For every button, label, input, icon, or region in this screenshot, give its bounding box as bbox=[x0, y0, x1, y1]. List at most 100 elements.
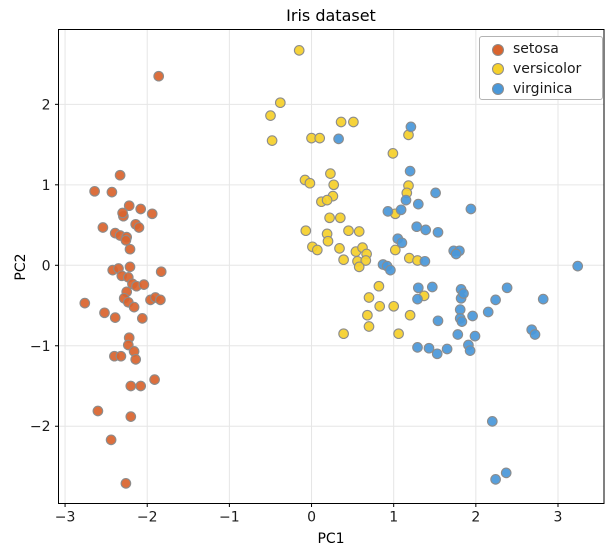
scatter-point-virginica bbox=[441, 343, 453, 355]
scatter-point-virginica bbox=[458, 288, 469, 299]
scatter-point-virginica bbox=[501, 282, 513, 294]
scatter-point-versicolor bbox=[373, 280, 385, 292]
x-tick-label: 2 bbox=[471, 510, 480, 526]
x-tick-label: 0 bbox=[307, 510, 316, 526]
scatter-point-virginica bbox=[464, 345, 476, 356]
scatter-point-versicolor bbox=[353, 261, 365, 273]
scatter-point-virginica bbox=[396, 237, 408, 249]
scatter-point-setosa bbox=[153, 70, 165, 82]
scatter-point-virginica bbox=[456, 316, 468, 327]
scatter-point-setosa bbox=[124, 261, 136, 273]
legend-item-versicolor: versicolor bbox=[492, 60, 602, 79]
scatter-point-virginica bbox=[469, 330, 481, 342]
scatter-point-virginica bbox=[490, 294, 501, 306]
scatter-point-setosa bbox=[123, 200, 135, 212]
x-axis-label: PC1 bbox=[317, 531, 345, 547]
legend-label-setosa: setosa bbox=[513, 41, 559, 58]
scatter-point-versicolor bbox=[393, 328, 404, 340]
x-tick-label: −1 bbox=[219, 510, 240, 526]
scatter-point-virginica bbox=[572, 260, 584, 272]
scatter-point-setosa bbox=[155, 266, 167, 278]
scatter-point-virginica bbox=[400, 194, 412, 206]
scatter-point-versicolor bbox=[334, 212, 346, 224]
scatter-point-setosa bbox=[133, 222, 145, 233]
scatter-point-setosa bbox=[114, 169, 126, 181]
scatter-point-virginica bbox=[490, 474, 501, 485]
scatter-point-versicolor bbox=[362, 309, 373, 321]
scatter-point-virginica bbox=[405, 121, 417, 133]
scatter-point-versicolor bbox=[300, 225, 312, 237]
scatter-point-versicolor bbox=[353, 226, 365, 237]
scatter-point-setosa bbox=[130, 354, 142, 365]
scatter-point-versicolor bbox=[325, 168, 336, 179]
scatter-point-setosa bbox=[125, 380, 137, 392]
scatter-point-setosa bbox=[124, 243, 136, 255]
setosa-marker-icon bbox=[492, 43, 504, 56]
legend: setosa versicolor virginica bbox=[479, 36, 603, 100]
scatter-point-versicolor bbox=[374, 300, 386, 312]
scatter-point-virginica bbox=[430, 187, 441, 199]
scatter-point-setosa bbox=[89, 185, 100, 197]
scatter-point-setosa bbox=[105, 434, 117, 446]
scatter-point-versicolor bbox=[338, 254, 349, 266]
y-tick-label: −2 bbox=[30, 419, 51, 435]
scatter-point-versicolor bbox=[348, 116, 359, 128]
scatter-point-virginica bbox=[382, 206, 394, 217]
scatter-point-versicolor bbox=[328, 179, 340, 191]
scatter-point-setosa bbox=[135, 380, 147, 392]
scatter-point-versicolor bbox=[387, 148, 399, 159]
legend-label-versicolor: versicolor bbox=[513, 60, 582, 77]
y-tick-label: 0 bbox=[42, 258, 51, 274]
scatter-point-versicolor bbox=[304, 177, 316, 189]
scatter-point-virginica bbox=[465, 203, 477, 215]
scatter-point-virginica bbox=[333, 133, 344, 145]
scatter-point-setosa bbox=[138, 279, 150, 290]
legend-item-setosa: setosa bbox=[492, 40, 602, 59]
scatter-point-setosa bbox=[99, 307, 110, 319]
scatter-point-virginica bbox=[419, 255, 431, 267]
scatter-point-setosa bbox=[97, 222, 109, 233]
scatter-point-versicolor bbox=[324, 212, 335, 224]
scatter-point-virginica bbox=[432, 226, 444, 238]
scatter-point-virginica bbox=[412, 198, 424, 210]
scatter-point-versicolor bbox=[389, 244, 401, 256]
scatter-point-virginica bbox=[529, 329, 541, 340]
scatter-point-versicolor bbox=[311, 244, 323, 256]
scatter-point-setosa bbox=[135, 203, 147, 215]
scatter-point-virginica bbox=[500, 467, 512, 479]
y-tick-label: −1 bbox=[30, 339, 51, 355]
scatter-point-virginica bbox=[486, 416, 498, 427]
scatter-point-versicolor bbox=[266, 135, 278, 146]
scatter-point-setosa bbox=[128, 301, 140, 313]
scatter-point-versicolor bbox=[363, 321, 375, 332]
x-tick-label: 3 bbox=[554, 510, 563, 526]
scatter-point-setosa bbox=[117, 207, 128, 219]
scatter-point-versicolor bbox=[343, 225, 354, 237]
scatter-point-setosa bbox=[155, 294, 166, 306]
scatter-point-virginica bbox=[537, 293, 549, 305]
scatter-point-versicolor bbox=[265, 110, 276, 121]
x-tick-label: −3 bbox=[55, 510, 76, 526]
virginica-marker-icon bbox=[492, 83, 504, 96]
scatter-point-versicolor bbox=[360, 255, 372, 266]
scatter-point-virginica bbox=[482, 306, 494, 318]
scatter-point-virginica bbox=[426, 281, 438, 293]
scatter-point-versicolor bbox=[338, 328, 349, 340]
y-tick-label: 1 bbox=[42, 178, 51, 194]
scatter-point-versicolor bbox=[388, 300, 400, 312]
scatter-point-virginica bbox=[450, 248, 462, 260]
scatter-point-versicolor bbox=[404, 309, 416, 321]
scatter-point-setosa bbox=[115, 350, 127, 362]
scatter-point-setosa bbox=[125, 411, 137, 422]
versicolor-marker-icon bbox=[492, 63, 504, 76]
scatter-point-virginica bbox=[411, 221, 423, 233]
scatter-point-versicolor bbox=[334, 243, 345, 254]
axes-spines bbox=[58, 29, 605, 504]
scatter-point-virginica bbox=[467, 310, 478, 322]
scatter-point-setosa bbox=[146, 208, 158, 220]
scatter-point-versicolor bbox=[293, 45, 305, 56]
scatter-point-virginica bbox=[432, 315, 444, 327]
scatter-point-virginica bbox=[412, 282, 424, 294]
scatter-point-setosa bbox=[136, 313, 148, 324]
